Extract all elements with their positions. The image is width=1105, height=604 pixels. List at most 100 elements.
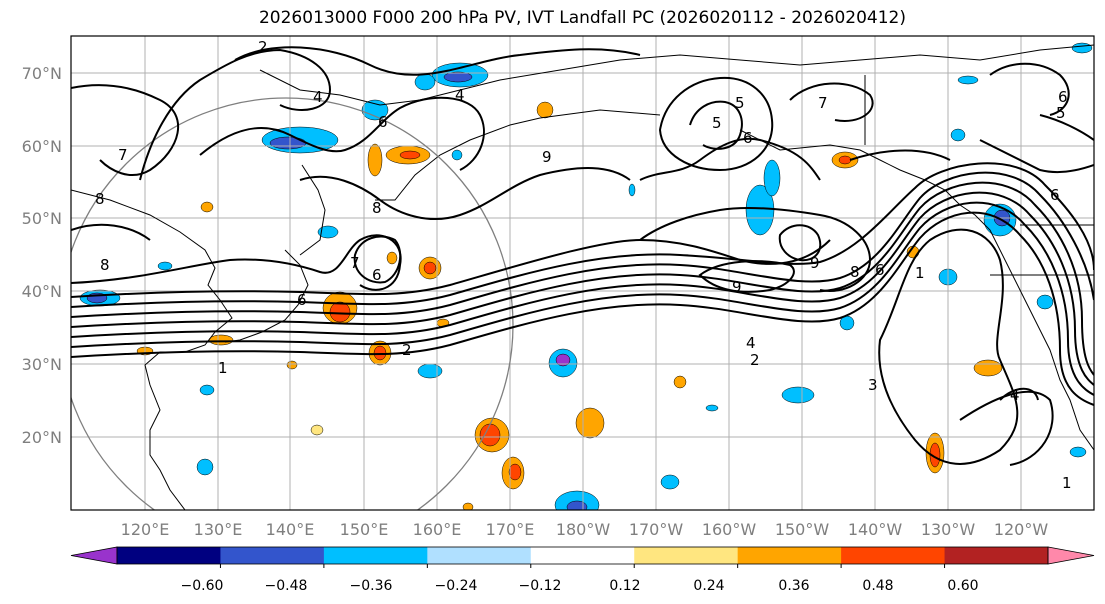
contour-label: 9 [810, 254, 820, 272]
lon-label: 150°W [775, 520, 830, 539]
contour-label: 8 [850, 263, 860, 281]
shade-blob [781, 386, 815, 404]
lat-label: 70°N [22, 64, 62, 83]
lat-label: 20°N [22, 428, 62, 447]
contour-label: 4 [455, 86, 465, 104]
contour-labels: 2 4 8 6 9 7 8 8 6 7 6 2 1 2 4 9 9 8 6 1 … [95, 38, 1072, 492]
contour-label: 2 [402, 341, 412, 359]
shade-blob [367, 143, 383, 177]
shade-blob [157, 261, 173, 271]
colorbar-segment [220, 547, 325, 564]
contour-label: 2 [258, 38, 268, 56]
shade-blob [673, 375, 687, 389]
shade-blob [208, 334, 234, 346]
contour-label: 9 [542, 148, 552, 166]
shade-blob [628, 183, 636, 197]
contour-label: 4 [313, 88, 323, 106]
lat-label: 30°N [22, 355, 62, 374]
shade-blob [838, 155, 852, 165]
shade-blob [317, 225, 339, 239]
shade-blob [443, 71, 473, 83]
region-circle [71, 97, 514, 510]
shade-blob [199, 384, 215, 396]
colorbar-tick-label: 0.24 [693, 578, 724, 594]
shade-blob [423, 261, 437, 275]
colorbar-tick-label: −0.36 [350, 578, 393, 594]
shade-blob [386, 251, 398, 265]
latitude-labels: 70°N 60°N 50°N 40°N 30°N 20°N [22, 64, 62, 447]
shade-blob [329, 301, 351, 323]
shade-blob [950, 128, 966, 142]
longitude-labels: 120°E 130°E 140°E 150°E 160°E 170°E 180°… [121, 520, 1049, 539]
contour-label: 9 [732, 278, 742, 296]
pv-contours [71, 46, 1094, 466]
lon-label: 140°W [848, 520, 903, 539]
lon-label: 120°W [994, 520, 1049, 539]
shade-blob [414, 73, 436, 91]
shade-blob [575, 407, 605, 439]
colorbar-segment [117, 547, 221, 564]
colorbar-segment [427, 547, 532, 564]
contour-label: 7 [818, 94, 828, 112]
lon-label: 170°W [629, 520, 684, 539]
map-area: 2 4 8 6 9 7 8 8 6 7 6 2 1 2 4 9 9 8 6 1 … [71, 36, 1094, 510]
lon-label: 150°E [340, 520, 389, 539]
colorbar-tick-label: −0.12 [519, 578, 562, 594]
contour-label: 5 [1056, 104, 1066, 122]
shade-blob [1071, 42, 1093, 54]
colorbar-tick-label: −0.60 [181, 578, 224, 594]
colorbar-tick-label: 0.12 [609, 578, 640, 594]
shade-blob [508, 463, 522, 481]
shade-blob [417, 363, 443, 379]
shade-blob [957, 75, 979, 85]
contour-label: 6 [378, 113, 388, 131]
lon-label: 170°E [486, 520, 535, 539]
colorbar-extend-high [1047, 546, 1095, 565]
colorbar-segment [841, 547, 946, 564]
colorbar-tick-labels: −0.60 −0.48 −0.36 −0.24 −0.12 0.12 0.24 … [181, 578, 979, 594]
shade-blob [479, 423, 501, 447]
lon-label: 160°E [413, 520, 462, 539]
contour-label: 6 [297, 291, 307, 309]
shade-blob [660, 474, 680, 490]
contour-label: 8 [95, 190, 105, 208]
colorbar-tick-label: −0.48 [265, 578, 308, 594]
contour-label: 8 [372, 199, 382, 217]
colorbar-tick-label: 0.36 [778, 578, 809, 594]
shade-blob [286, 360, 298, 370]
colorbar-tick-label: −0.24 [435, 578, 478, 594]
shade-blob [269, 136, 307, 150]
shade-blob [973, 359, 1003, 377]
shade-blob [399, 150, 421, 160]
colorbar-tick-label: 0.60 [947, 578, 978, 594]
contour-label: 1 [915, 264, 925, 282]
colorbar-extend-low [70, 546, 118, 565]
contour-label: 1 [1062, 474, 1072, 492]
shade-blob [555, 353, 571, 367]
contour-label: 6 [1058, 88, 1068, 106]
contour-label: 6 [875, 261, 885, 279]
contour-label: 4 [1010, 386, 1020, 404]
shade-blob [462, 502, 474, 510]
contour-label: 7 [350, 254, 360, 272]
colorbar-segment [944, 547, 1049, 564]
contour-label: 4 [746, 334, 756, 352]
shade-blob [536, 101, 554, 119]
colorbar [70, 546, 1095, 568]
colorbar-segment [634, 547, 739, 564]
colorbar-frame [116, 546, 1049, 565]
shade-blob [451, 149, 463, 161]
contour-label: 1 [218, 359, 228, 377]
shade-blob [310, 424, 324, 436]
lon-label: 140°E [266, 520, 315, 539]
lon-label: 130°E [194, 520, 243, 539]
contour-label: 5 [712, 114, 722, 132]
lon-label: 160°W [702, 520, 757, 539]
contour-label: 8 [100, 256, 110, 274]
shade-blob [196, 458, 214, 476]
shade-blob [763, 159, 781, 197]
contour-label: 7 [118, 146, 128, 164]
shade-blob [554, 490, 600, 510]
lon-label: 120°E [121, 520, 170, 539]
